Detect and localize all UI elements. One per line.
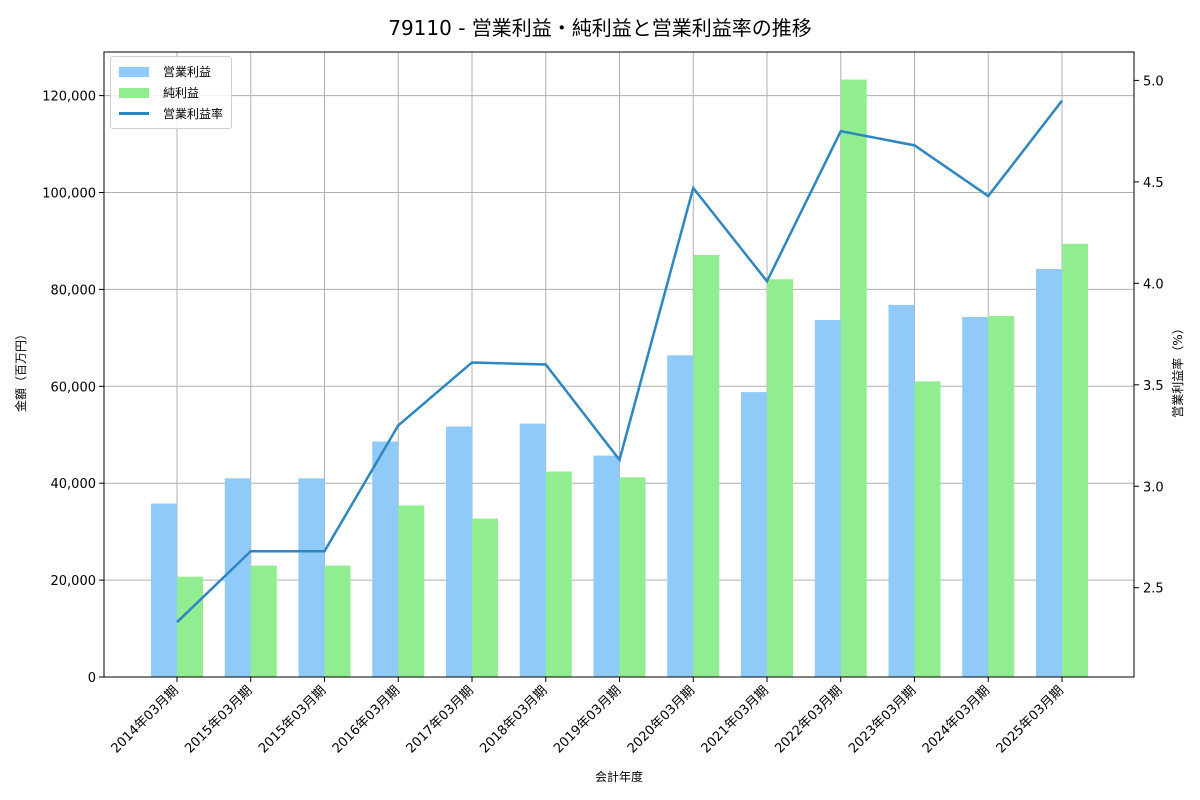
operating-profit-bar bbox=[741, 392, 767, 677]
operating-profit-bar bbox=[814, 319, 841, 677]
x-axis: 2014年03月期 2015年03月期 2015年03月期 2016年03月期 2017… bbox=[109, 677, 1067, 757]
net-profit-bar bbox=[398, 505, 425, 677]
right-tick-label: 5.0 bbox=[1143, 74, 1164, 89]
net-profit-bar bbox=[250, 565, 277, 677]
x-tick-label: 2017年03月期 bbox=[404, 683, 477, 756]
operating-profit-bar bbox=[1036, 269, 1062, 677]
left-axis: 0 20,000 40,000 60,000 80,000 100,000 120,000 bbox=[42, 90, 104, 686]
net-profit-bar bbox=[914, 381, 941, 677]
x-tick-label: 2016年03月期 bbox=[330, 683, 403, 756]
margin-line-series bbox=[176, 99, 1063, 624]
bar-series bbox=[151, 79, 1088, 678]
net-profit-bar bbox=[693, 255, 720, 677]
x-tick-label: 2015年03月期 bbox=[182, 683, 255, 756]
net-profit-bar bbox=[767, 279, 793, 677]
net-profit-bar bbox=[545, 471, 572, 677]
x-tick-label: 2023年03月期 bbox=[846, 683, 919, 756]
x-axis-label: 会計年度 bbox=[595, 769, 643, 784]
operating-profit-bar bbox=[446, 426, 472, 677]
net-profit-bar bbox=[472, 518, 498, 677]
operating-profit-bar bbox=[667, 355, 694, 677]
right-tick-label: 4.0 bbox=[1143, 277, 1164, 292]
legend-item-net-profit: 純利益 bbox=[119, 82, 223, 103]
net-profit-bar bbox=[1062, 243, 1088, 677]
operating-profit-swatch-icon bbox=[119, 66, 149, 77]
operating-profit-bar bbox=[962, 317, 989, 677]
left-tick-label: 40,000 bbox=[51, 477, 97, 492]
operating-profit-bar bbox=[888, 304, 915, 677]
net-profit-bar bbox=[619, 477, 646, 677]
right-tick-label: 3.0 bbox=[1143, 480, 1164, 495]
x-tick-label: 2022年03月期 bbox=[772, 683, 845, 756]
left-tick-label: 60,000 bbox=[51, 380, 97, 395]
net-profit-bar bbox=[177, 576, 203, 677]
legend: 営業利益 純利益 営業利益率 bbox=[110, 56, 233, 129]
right-axis-label: 営業利益率（%） bbox=[1170, 322, 1185, 417]
left-axis-label: 金額（百万円） bbox=[13, 328, 28, 412]
right-tick-label: 4.5 bbox=[1143, 176, 1164, 191]
net-profit-bar bbox=[324, 565, 351, 677]
x-tick-label: 2019年03月期 bbox=[551, 683, 624, 756]
operating-profit-bar bbox=[372, 441, 399, 677]
legend-item-operating-margin: 営業利益率 bbox=[119, 103, 223, 124]
operating-margin-line-icon bbox=[119, 112, 149, 115]
x-tick-label: 2020年03月期 bbox=[625, 683, 698, 756]
legend-label: 営業利益 bbox=[163, 65, 212, 79]
left-tick-label: 100,000 bbox=[42, 187, 96, 202]
operating-profit-bar bbox=[224, 478, 251, 677]
legend-label: 純利益 bbox=[163, 86, 200, 100]
x-tick-label: 2024年03月期 bbox=[920, 683, 993, 756]
right-tick-label: 2.5 bbox=[1143, 582, 1164, 597]
operating-profit-bar bbox=[519, 423, 546, 677]
legend-label: 営業利益率 bbox=[163, 107, 224, 121]
x-tick-label: 2018年03月期 bbox=[477, 683, 550, 756]
net-profit-bar bbox=[988, 316, 1015, 677]
x-tick-label: 2014年03月期 bbox=[109, 683, 182, 756]
left-tick-label: 120,000 bbox=[42, 90, 96, 105]
right-axis: 2.5 3.0 3.5 4.0 4.5 5.0 bbox=[1134, 74, 1164, 597]
operating-profit-bar bbox=[298, 478, 325, 677]
x-tick-label: 2025年03月期 bbox=[994, 683, 1067, 756]
net-profit-bar bbox=[840, 79, 867, 678]
right-tick-label: 3.5 bbox=[1143, 379, 1164, 394]
legend-item-operating-profit: 営業利益 bbox=[119, 61, 223, 82]
left-tick-label: 80,000 bbox=[51, 283, 97, 298]
x-tick-label: 2015年03月期 bbox=[256, 683, 329, 756]
operating-profit-bar bbox=[151, 503, 177, 677]
x-tick-label: 2021年03月期 bbox=[699, 683, 772, 756]
left-tick-label: 20,000 bbox=[51, 574, 97, 589]
left-tick-label: 0 bbox=[88, 671, 96, 686]
operating-margin-line bbox=[176, 99, 1063, 624]
net-profit-swatch-icon bbox=[119, 87, 149, 98]
chart-title: 79110 - 営業利益・純利益と営業利益率の推移 bbox=[388, 16, 812, 40]
operating-profit-bar bbox=[593, 455, 620, 677]
